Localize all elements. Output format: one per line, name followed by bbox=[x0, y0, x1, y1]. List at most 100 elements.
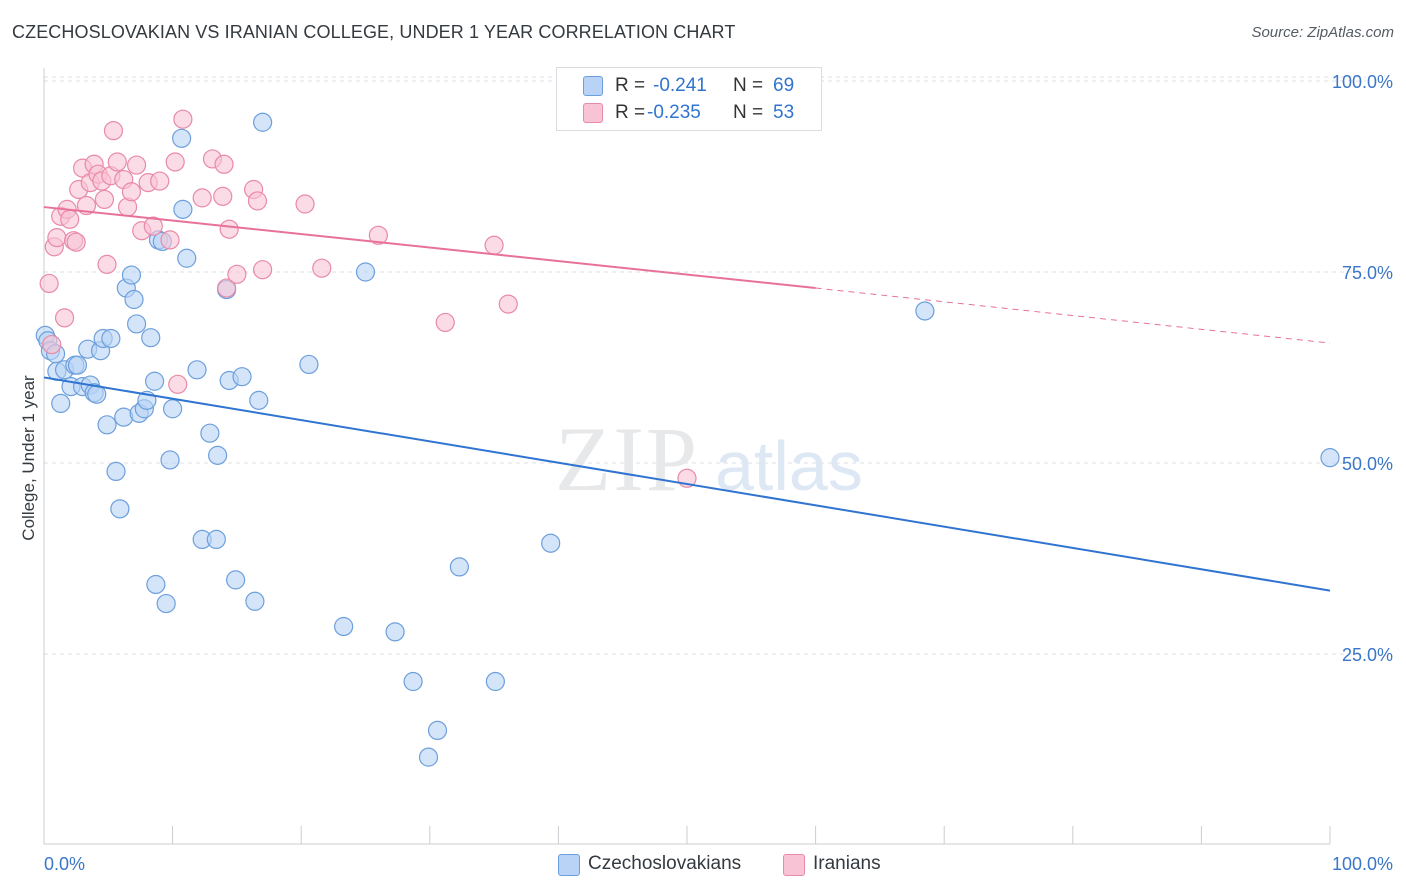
iranian-point bbox=[143, 216, 163, 236]
iranian-point bbox=[60, 209, 80, 229]
chart-title: CZECHOSLOVAKIAN VS IRANIAN COLLEGE, UNDE… bbox=[12, 22, 736, 42]
iranian-trend-extension bbox=[815, 287, 1331, 344]
iranian-point bbox=[103, 121, 124, 141]
x-tick-label: 100.0% bbox=[1332, 854, 1393, 874]
iranian-point bbox=[253, 260, 273, 280]
czechoslovakian-point bbox=[385, 622, 405, 642]
czechoslovakian-point bbox=[110, 499, 130, 519]
czechoslovakian-point bbox=[200, 423, 220, 443]
czechoslovakian-point bbox=[418, 747, 439, 767]
czechoslovakian-point bbox=[172, 128, 192, 148]
iranian-point bbox=[97, 254, 117, 274]
legend-n-value: 53 bbox=[773, 102, 795, 123]
iranian-point bbox=[295, 194, 315, 214]
iranian-point bbox=[47, 228, 67, 248]
czechoslovakian-point bbox=[541, 533, 561, 553]
legend-n-label: N = bbox=[733, 102, 764, 123]
iranian-point bbox=[168, 374, 188, 394]
iranian-point bbox=[150, 171, 170, 191]
czechoslovakian-point bbox=[160, 450, 180, 470]
czechoslovakian-point bbox=[299, 354, 319, 375]
y-tick-label: 75.0% bbox=[1342, 263, 1393, 283]
legend-r-value: -0.241 bbox=[653, 75, 707, 96]
czechoslovakian-point bbox=[146, 574, 166, 595]
iranian-point bbox=[214, 154, 234, 174]
czechoslovakian-point bbox=[485, 671, 505, 692]
iranian-point bbox=[94, 189, 115, 210]
iranian-point bbox=[312, 258, 332, 278]
iranian-point bbox=[219, 219, 239, 239]
legend-swatch-blue bbox=[583, 76, 603, 96]
czechoslovakian-point bbox=[915, 301, 935, 321]
czechoslovakian-point bbox=[97, 415, 117, 435]
iranian-point bbox=[42, 334, 62, 355]
czechoslovakian-trend-line bbox=[43, 376, 1331, 592]
source-credit: Source: ZipAtlas.com bbox=[1251, 24, 1394, 41]
y-tick-label: 25.0% bbox=[1342, 645, 1393, 665]
czechoslovakian-point bbox=[177, 248, 197, 268]
watermark-zip: ZIP bbox=[555, 408, 699, 510]
legend-swatch-pink bbox=[583, 103, 603, 123]
iranian-point bbox=[76, 195, 97, 216]
czechoslovakian-point bbox=[106, 461, 126, 482]
czechoslovakian-point bbox=[232, 367, 252, 387]
czechoslovakian-point bbox=[101, 328, 121, 349]
iranian-point bbox=[165, 152, 185, 172]
y-axis-label: College, Under 1 year bbox=[19, 375, 38, 541]
czechoslovakian-point bbox=[355, 262, 376, 282]
czechoslovakian-point bbox=[427, 720, 448, 741]
iranian-point bbox=[484, 235, 504, 255]
legend-r-value: -0.235 bbox=[647, 102, 701, 123]
czechoslovakian-point bbox=[253, 112, 273, 132]
czechoslovakian-point bbox=[156, 593, 176, 614]
iranian-point bbox=[227, 264, 247, 284]
iranian-point bbox=[173, 109, 193, 129]
czechoslovakian-point bbox=[126, 314, 147, 334]
bottom-legend-label: Czechoslovakians bbox=[588, 853, 742, 874]
czechoslovakian-point bbox=[124, 289, 144, 310]
bottom-legend-swatch-blue bbox=[558, 854, 580, 876]
bottom-legend-label: Iranians bbox=[813, 853, 881, 874]
iranian-point bbox=[126, 155, 147, 175]
czechoslovakian-point bbox=[141, 328, 161, 348]
y-tick-label: 50.0% bbox=[1342, 454, 1393, 474]
bottom-legend-swatch-pink bbox=[783, 854, 805, 876]
czechoslovakian-point bbox=[334, 616, 354, 637]
iranian-point bbox=[54, 308, 75, 328]
czechoslovakian-point bbox=[163, 399, 183, 419]
iranian-point bbox=[435, 312, 455, 333]
iranian-point bbox=[160, 230, 180, 250]
iranian-point bbox=[107, 152, 127, 172]
czechoslovakian-point bbox=[51, 393, 71, 414]
czechoslovakian-point bbox=[449, 557, 469, 577]
iranian-trend-line bbox=[43, 206, 816, 290]
y-tick-label: 100.0% bbox=[1332, 72, 1393, 92]
czechoslovakian-point bbox=[206, 529, 226, 550]
iranian-point bbox=[217, 278, 237, 298]
czechoslovakian-point bbox=[249, 390, 269, 410]
x-tick-label: 0.0% bbox=[44, 854, 85, 874]
iranian-point bbox=[121, 182, 142, 202]
iranian-point bbox=[66, 232, 86, 252]
legend-r-label: R = bbox=[615, 102, 646, 123]
czechoslovakian-point bbox=[121, 265, 142, 285]
legend-n-value: 69 bbox=[773, 75, 795, 96]
iranian-point bbox=[213, 186, 233, 206]
iranian-point bbox=[39, 273, 59, 294]
czechoslovakian-point bbox=[173, 199, 193, 219]
czechoslovakian-point bbox=[144, 371, 165, 391]
czechoslovakian-point bbox=[187, 360, 207, 380]
czechoslovakian-point bbox=[208, 445, 228, 465]
correlation-legend: R = -0.241 N = 69 R = -0.235 N = 53 bbox=[556, 67, 822, 131]
iranian-point bbox=[192, 188, 212, 208]
czechoslovakian-point bbox=[1320, 448, 1340, 468]
czechoslovakian-point bbox=[67, 355, 88, 375]
czechoslovakian-point bbox=[403, 671, 423, 692]
iranian-point bbox=[498, 294, 518, 314]
iranian-point bbox=[368, 225, 388, 245]
iranian-point bbox=[247, 191, 268, 211]
czechoslovakian-point bbox=[245, 591, 265, 611]
czechoslovakian-point bbox=[226, 570, 246, 590]
legend-r-label: R = bbox=[615, 75, 646, 96]
